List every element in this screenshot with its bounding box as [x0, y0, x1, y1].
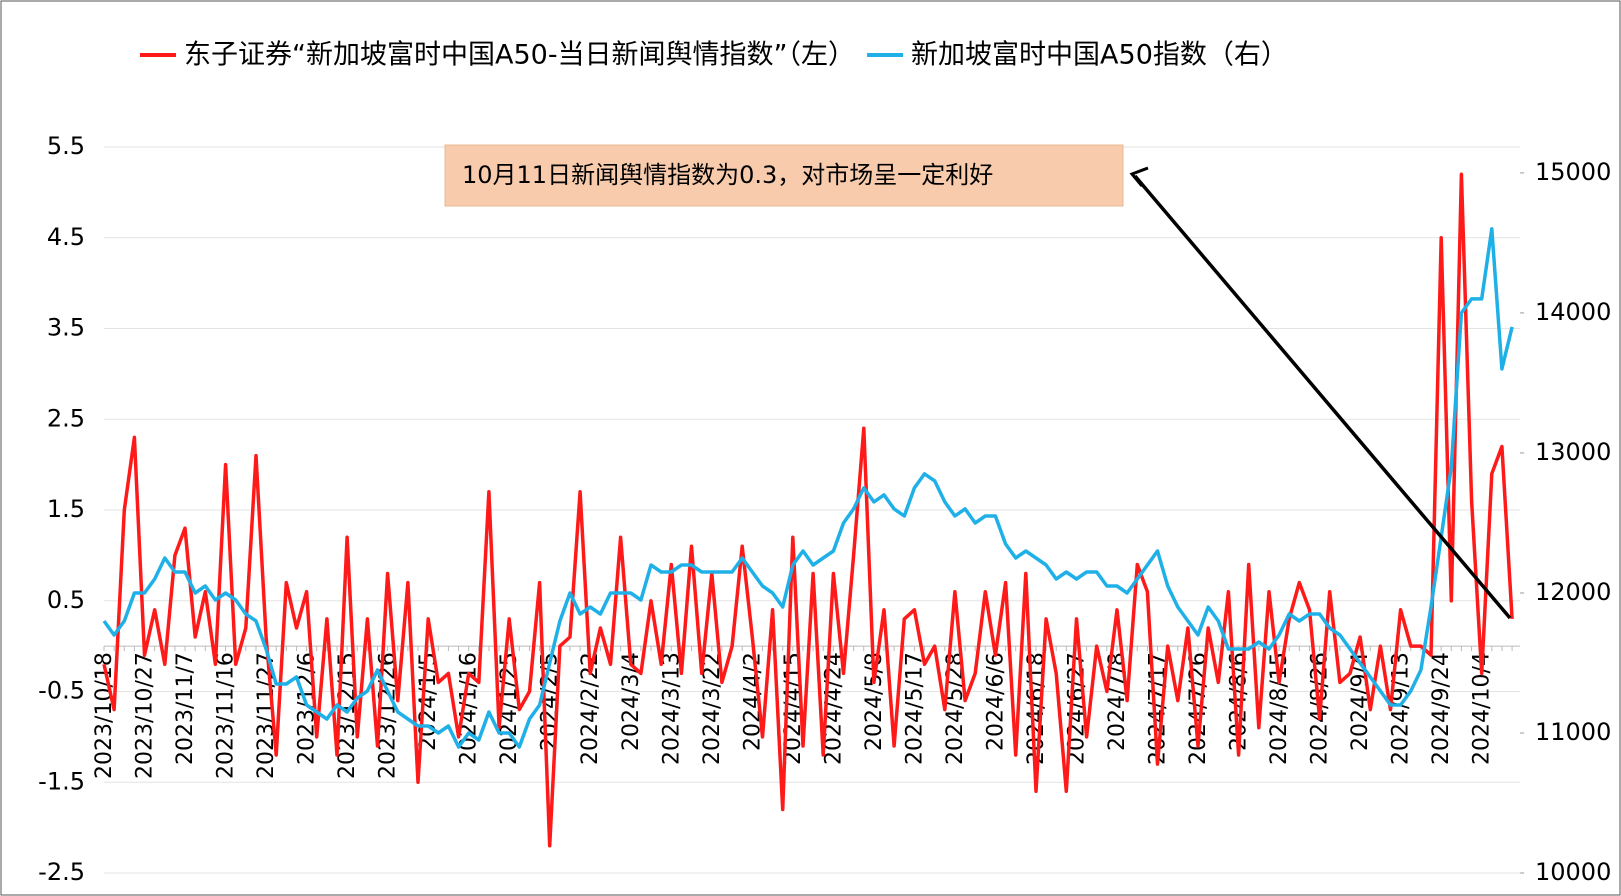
x-tick-label: 2023/11/7	[173, 652, 198, 765]
annotation-arrow	[1133, 174, 1512, 620]
legend-label: 新加坡富时中国A50指数（右）	[911, 40, 1288, 71]
arrow-head	[1129, 166, 1149, 187]
y2-tick-label: 12000	[1535, 578, 1611, 606]
y-tick-label: 1.5	[47, 495, 85, 523]
y-tick-label: 0.5	[47, 586, 85, 614]
series-line	[102, 227, 1514, 749]
y-tick-label: 4.5	[47, 223, 85, 251]
y-tick-label: -2.5	[38, 858, 85, 886]
y-tick-label: 3.5	[47, 314, 85, 342]
y2-tick-label: 15000	[1535, 158, 1611, 186]
y-tick-label: -0.5	[38, 677, 85, 705]
y-tick-label: 2.5	[47, 404, 85, 432]
x-tick-label: 2024/9/24	[1429, 652, 1454, 765]
x-tick-label: 2024/9/13	[1389, 652, 1414, 765]
x-tick-label: 2023/11/16	[214, 652, 239, 779]
x-tick-label: 2023/10/27	[133, 652, 158, 779]
y2-tick-label: 10000	[1535, 858, 1611, 886]
x-tick-label: 2023/11/27	[254, 652, 279, 779]
x-tick-label: 2024/5/17	[902, 652, 927, 765]
y-tick-label: 5.5	[47, 132, 85, 160]
x-tick-label: 2024/3/4	[619, 652, 644, 751]
y2-tick-label: 13000	[1535, 438, 1611, 466]
annotation-box	[444, 144, 1124, 207]
annotation: 10月11日新闻舆情指数为0.3，对市场呈一定利好	[462, 161, 993, 189]
x-tick-label: 2024/6/6	[983, 652, 1008, 751]
y2-tick-label: 14000	[1535, 298, 1611, 326]
series-line	[102, 172, 1514, 848]
y-tick-label: -1.5	[38, 767, 85, 795]
y2-tick-label: 11000	[1535, 718, 1611, 746]
legend-label: 东子证券“新加坡富时中国A50-当日新闻舆情指数”（左）	[184, 40, 855, 71]
x-tick-label: 2024/6/18	[1024, 652, 1049, 765]
